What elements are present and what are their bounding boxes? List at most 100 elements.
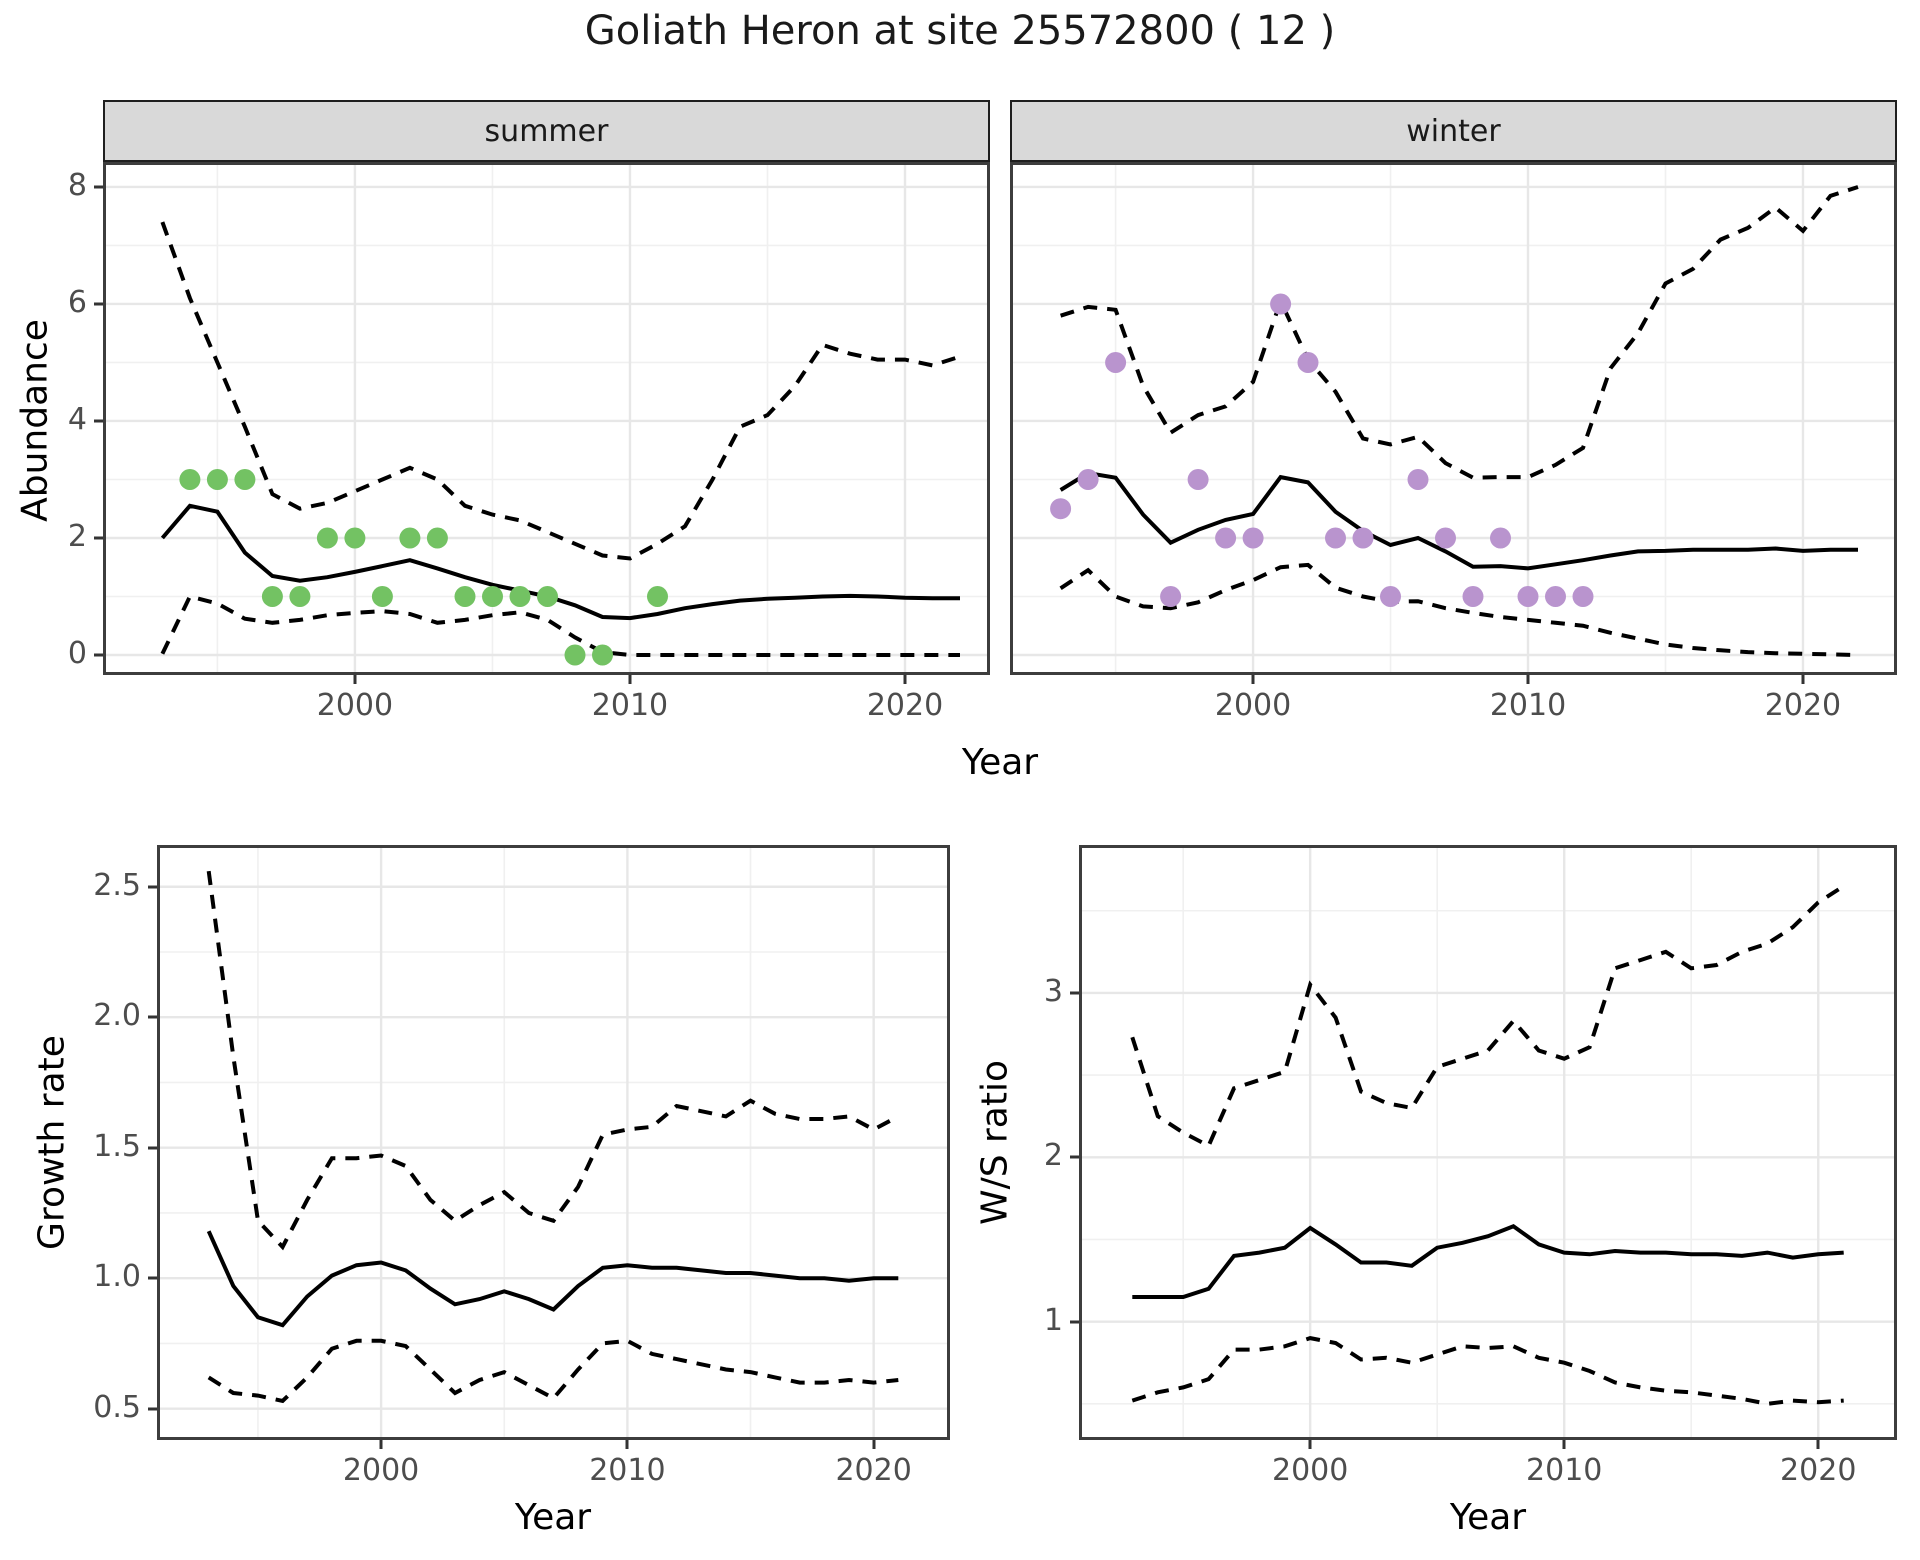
- y-tick-mark: [148, 1276, 157, 1280]
- abundance-summer-plot: [103, 162, 990, 675]
- abundance-summer-observation-point: [399, 527, 421, 549]
- y-tick-label: 2: [67, 519, 87, 555]
- x-tick-label: 2000: [1271, 1453, 1349, 1488]
- x-tick-mark: [1251, 675, 1255, 684]
- y-tick-label: 1.5: [93, 1128, 141, 1164]
- growth-rate-plot: [157, 845, 950, 1440]
- abundance-summer-border: [103, 162, 990, 675]
- x-tick-label: 2020: [1764, 688, 1842, 723]
- y-tick-mark: [148, 1146, 157, 1150]
- y-tick-label: 6: [67, 285, 87, 321]
- abundance-summer-observation-point: [537, 586, 558, 607]
- x-tick-mark: [379, 1440, 383, 1449]
- x-tick-label: 2020: [835, 1453, 912, 1488]
- abundance-winter-observation-point: [1380, 586, 1401, 607]
- abundance-winter-observation-point: [1352, 527, 1374, 549]
- x-tick-label: 2000: [1214, 688, 1292, 723]
- y-tick-label: 4: [67, 402, 87, 438]
- x-tick-mark: [628, 675, 632, 684]
- y-tick-label: 0: [67, 636, 87, 672]
- abundance-winter-observation-point: [1187, 469, 1209, 490]
- y-tick-label: 1.0: [93, 1259, 141, 1295]
- y-tick-mark: [1070, 1320, 1079, 1324]
- x-tick-mark: [1526, 675, 1530, 684]
- x-tick-mark: [1801, 675, 1805, 684]
- x-tick-mark: [625, 1440, 629, 1449]
- panel-abundance-summer: [103, 162, 990, 675]
- abundance-winter-observation-point: [1517, 586, 1539, 607]
- x-tick-mark: [1308, 1440, 1312, 1449]
- abundance-summer-observation-point: [564, 644, 586, 666]
- y-tick-mark: [1070, 1155, 1079, 1159]
- x-tick-mark: [872, 1440, 876, 1449]
- abundance-summer-observation-point: [234, 469, 256, 490]
- abundance-winter-mean-line: [1059, 471, 1858, 571]
- y-tick-mark: [148, 1015, 157, 1019]
- y-tick-mark: [1070, 991, 1079, 995]
- abundance-summer-observation-point: [482, 586, 503, 607]
- y-tick-label: 3: [1043, 974, 1063, 1010]
- growth-rate-mean-line: [206, 1230, 899, 1328]
- year-axis-title-ws: Year: [1449, 1497, 1527, 1538]
- y-tick-mark: [94, 653, 103, 657]
- facet-strip-winter-label: winter: [1406, 113, 1501, 149]
- y-tick-mark: [148, 885, 157, 889]
- ws-ratio-border: [1079, 845, 1897, 1440]
- abundance-winter-plot: [1010, 162, 1897, 675]
- panel-abundance-winter: [1010, 162, 1897, 675]
- x-tick-label: 2020: [866, 688, 944, 723]
- growth-rate-lower_ci-line: [207, 1338, 899, 1404]
- ws-ratio-plot: [1079, 845, 1897, 1440]
- y-tick-label: 0.5: [93, 1389, 141, 1425]
- abundance-winter-observation-point: [1325, 527, 1346, 549]
- abundance-summer-observation-point: [206, 469, 228, 490]
- year-axis-title-top: Year: [961, 742, 1039, 783]
- y-tick-label: 2: [1043, 1138, 1063, 1174]
- facet-strip-winter: winter: [1010, 100, 1897, 162]
- x-tick-label: 2010: [1489, 688, 1567, 723]
- y-tick-label: 2.0: [93, 998, 141, 1034]
- x-tick-mark: [353, 675, 357, 684]
- ws-axis-title: W/S ratio: [974, 1059, 1016, 1226]
- y-tick-mark: [94, 536, 103, 540]
- ws-ratio-mean-line: [1132, 1224, 1844, 1299]
- abundance-summer-observation-point: [179, 469, 201, 490]
- x-tick-label: 2010: [591, 688, 669, 723]
- y-tick-mark: [94, 185, 103, 189]
- x-tick-label: 2010: [1526, 1453, 1603, 1488]
- y-tick-label: 2.5: [93, 867, 141, 903]
- abundance-summer-observation-point: [592, 644, 613, 666]
- x-tick-mark: [1816, 1440, 1820, 1449]
- facet-strip-summer-label: summer: [484, 113, 609, 149]
- abundance-summer-observation-point: [344, 527, 366, 549]
- x-tick-label: 2020: [1780, 1453, 1857, 1488]
- x-tick-mark: [1562, 1440, 1566, 1449]
- y-tick-label: 8: [67, 168, 87, 204]
- abundance-winter-observation-point: [1407, 469, 1429, 490]
- abundance-winter-observation-point: [1435, 527, 1456, 549]
- abundance-winter-lower_ci-line: [1059, 562, 1859, 657]
- ws-ratio-upper_ci-line: [1130, 884, 1845, 1149]
- abundance-winter-observation-point: [1572, 586, 1594, 607]
- growth-rate-upper_ci-line: [206, 870, 900, 1251]
- abundance-winter-observation-point: [1545, 586, 1566, 607]
- panel-growth-rate: [157, 845, 950, 1440]
- abundance-winter-observation-point: [1077, 469, 1099, 490]
- page-title: Goliath Heron at site 25572800 ( 12 ): [584, 8, 1336, 54]
- ws-ratio-lower_ci-line: [1131, 1336, 1844, 1406]
- x-tick-label: 2010: [589, 1453, 666, 1488]
- abundance-winter-observation-point: [1462, 586, 1484, 607]
- year-axis-title-growth: Year: [514, 1497, 592, 1538]
- abundance-summer-observation-point: [426, 527, 448, 549]
- y-tick-label: 1: [1043, 1302, 1063, 1338]
- abundance-winter-observation-point: [1297, 352, 1319, 373]
- y-tick-mark: [148, 1407, 157, 1411]
- abundance-summer-observation-point: [647, 586, 668, 607]
- facet-strip-summer: summer: [103, 100, 990, 162]
- abundance-summer-observation-point: [289, 586, 311, 607]
- abundance-winter-upper_ci-line: [1059, 185, 1859, 480]
- abundance-axis-title: Abundance: [14, 319, 56, 522]
- abundance-winter-observation-point: [1105, 352, 1127, 373]
- abundance-winter-observation-point: [1490, 527, 1511, 549]
- y-tick-mark: [94, 302, 103, 306]
